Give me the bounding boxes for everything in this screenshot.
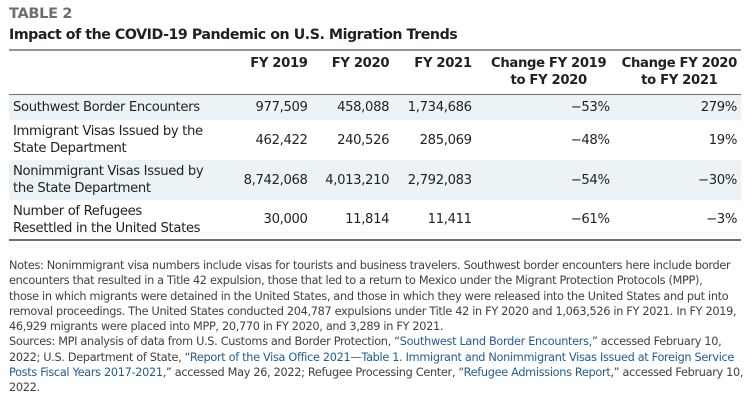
row-label-line: Immigrant Visas Issued by the — [13, 124, 203, 139]
table-row: Immigrant Visas Issued by the State Depar… — [9, 120, 741, 160]
table-row: Number of Refugees Resettled in the Unite… — [9, 200, 741, 240]
notes-line: those in which migrants were detained in… — [9, 289, 729, 303]
row-label: Number of Refugees Resettled in the Unite… — [9, 200, 220, 240]
table-row: Nonimmigrant Visas Issued by the State De… — [9, 160, 741, 200]
notes-line: Notes: Nonimmigrant visa numbers include… — [9, 259, 731, 272]
header-line: Change FY 2019 — [491, 56, 607, 71]
row-label: Immigrant Visas Issued by the State Depar… — [9, 120, 220, 160]
cell-fy2020: 11,814 — [345, 212, 390, 227]
header-change-2020-2021: Change FY 2020 to FY 2021 — [618, 51, 741, 94]
sources-text: 2022; U.S. Department of State, “ — [9, 350, 190, 364]
header-blank — [9, 51, 220, 94]
cell-fy2021: 2,792,083 — [407, 172, 472, 188]
migration-table: FY 2019 FY 2020 FY 2021 Change FY 2019 to… — [9, 51, 741, 241]
row-label: Southwest Border Encounters — [13, 99, 200, 115]
cell-change-2019-2020: −54% — [570, 172, 610, 188]
cell-change-2020-2021: −30% — [698, 172, 737, 188]
row-label-line: Number of Refugees — [13, 203, 142, 219]
row-label-line: State Department — [13, 141, 127, 156]
row-label: Nonimmigrant Visas Issued by the State De… — [9, 160, 220, 200]
source-link-refugee[interactable]: Refugee Admissions Report — [463, 366, 611, 380]
sources-text: ,” accessed February 10, — [588, 335, 722, 349]
header-line: to FY 2021 — [641, 73, 718, 88]
row-label-line: Resettled in the United States — [13, 220, 201, 236]
sources-line: 2022; U.S. Department of State, “Report … — [9, 350, 749, 365]
sources-line: 2022. — [9, 381, 40, 395]
header-line: Change FY 2020 — [621, 56, 738, 71]
cell-fy2019: 30,000 — [263, 212, 308, 227]
cell-fy2020: 458,088 — [337, 99, 390, 115]
header-fy2019: FY 2019 — [250, 56, 308, 71]
cell-fy2020: 240,526 — [337, 132, 390, 148]
notes-line: 46,929 migrants were placed into MPP, 20… — [9, 320, 444, 334]
title-rule — [9, 49, 741, 51]
cell-change-2020-2021: −3% — [706, 212, 737, 227]
cell-fy2021: 1,734,686 — [407, 99, 472, 115]
table-label: TABLE 2 — [9, 6, 73, 22]
header-change-2019-2020: Change FY 2019 to FY 2020 — [472, 51, 618, 94]
header-row: FY 2019 FY 2020 FY 2021 Change FY 2019 to… — [9, 51, 741, 94]
row-label-line: the State Department — [13, 181, 151, 196]
notes-block: Notes: Nonimmigrant visa numbers include… — [9, 258, 749, 396]
sources-text: ,” accessed February 10, — [610, 366, 744, 380]
cell-change-2020-2021: 19% — [708, 132, 738, 148]
source-link-visa-office[interactable]: Report of the Visa Office 2021—Table 1. … — [189, 350, 735, 364]
cell-fy2020: 4,013,210 — [325, 172, 390, 188]
cell-change-2019-2020: −48% — [570, 132, 610, 148]
sources-text: ,” accessed May 26, 2022; Refugee Proces… — [162, 366, 464, 380]
header-fy2021: FY 2021 — [414, 56, 472, 71]
cell-fy2019: 462,422 — [255, 132, 308, 148]
table-title: Impact of the COVID-19 Pandemic on U.S. … — [9, 27, 458, 43]
source-link-cbp[interactable]: Southwest Land Border Encounters — [399, 335, 589, 349]
notes-line: encounters that resulted in a Title 42 e… — [9, 274, 703, 288]
sources-text: Sources: MPI analysis of data from U.S. … — [9, 335, 400, 349]
cell-change-2019-2020: −53% — [570, 99, 610, 115]
cell-fy2021: 285,069 — [419, 132, 472, 148]
source-link-visa-office-cont[interactable]: Posts Fiscal Years 2017-2021 — [9, 366, 163, 380]
cell-fy2019: 8,742,068 — [243, 172, 308, 188]
cell-change-2019-2020: −61% — [570, 212, 610, 227]
header-line: to FY 2020 — [510, 73, 588, 88]
cell-fy2019: 977,509 — [255, 99, 308, 115]
header-fy2020: FY 2020 — [331, 56, 390, 71]
cell-change-2020-2021: 279% — [700, 99, 738, 115]
cell-fy2021: 11,411 — [427, 212, 472, 227]
sources-line: Sources: MPI analysis of data from U.S. … — [9, 334, 749, 349]
notes-line: removal proceedings. The United States c… — [9, 304, 737, 318]
table-row: Southwest Border Encounters 977,509 458,… — [9, 94, 741, 120]
row-label-line: Nonimmigrant Visas Issued by — [13, 164, 204, 179]
sources-line: Posts Fiscal Years 2017-2021,” accessed … — [9, 365, 749, 380]
